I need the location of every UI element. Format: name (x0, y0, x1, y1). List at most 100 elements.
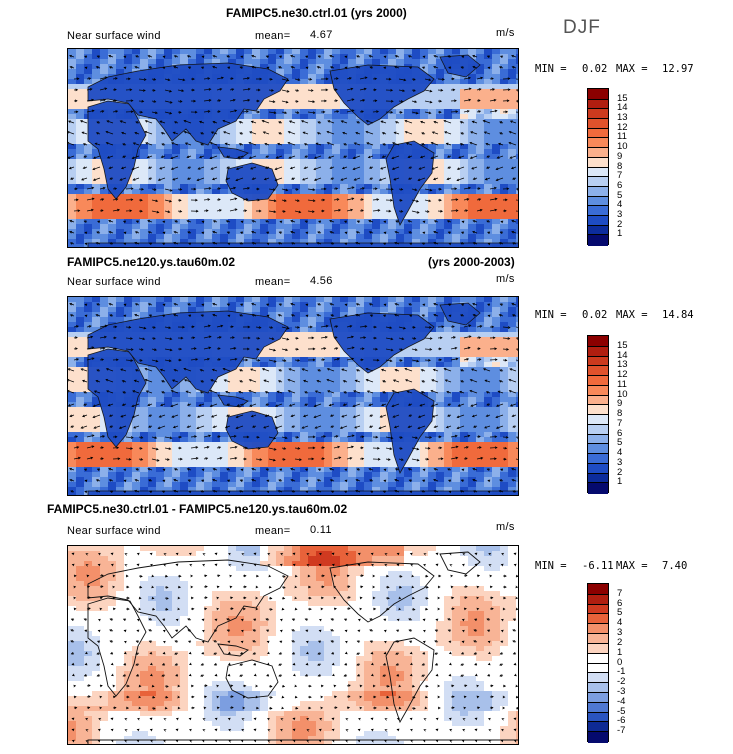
colorbar-tick-label: 13 (617, 112, 628, 124)
colorbar-swatch (588, 195, 608, 207)
min-label: MIN = (535, 309, 567, 321)
colorbar-tick-label: 15 (617, 339, 628, 351)
wind-field-svg (68, 49, 518, 247)
colorbar-tick-label: -3 (617, 685, 626, 697)
wind-diff-map (67, 545, 519, 745)
colorbar-swatch (588, 662, 608, 674)
continents (87, 551, 518, 744)
colorbar-swatch (588, 642, 608, 655)
mean-value: 0.11 (310, 524, 332, 536)
panel-title: FAMIPC5.ne30.ctrl.01 - FAMIPC5.ne120.ys.… (47, 502, 348, 516)
colorbar-swatch (588, 394, 608, 406)
colorbar-tick-label: 11 (617, 131, 627, 143)
colorbar-tick-label: 5 (617, 607, 623, 619)
colorbar-swatch (588, 404, 608, 416)
colorbar-tick-label: 1 (617, 476, 623, 488)
colorbar-tick-label: 0 (617, 656, 623, 668)
colorbar-tick-label: 1 (617, 646, 623, 658)
colorbar-tick-label: 14 (617, 349, 628, 361)
colorbar-tick-label: 3 (617, 208, 623, 220)
colorbar-tick-label: -6 (617, 715, 626, 727)
units-label: m/s (496, 27, 515, 39)
colorbar-tick-label: 6 (617, 427, 623, 439)
continents (87, 302, 518, 495)
colorbar-tick-label: 5 (617, 189, 623, 201)
colorbar-swatch (588, 482, 608, 494)
colorbar-tick-label: -1 (617, 666, 626, 678)
max-value: 12.97 (662, 63, 694, 75)
colorbar-swatch (588, 453, 608, 465)
colorbar-tick-label: 11 (617, 378, 627, 390)
colorbar-swatch (588, 462, 608, 474)
colorbar-swatch (588, 731, 608, 743)
colorbar-tick-label: 4 (617, 199, 623, 211)
colorbar-tick-label: -2 (617, 676, 626, 688)
min-value: -6.11 (582, 560, 614, 572)
colorbar-swatch (588, 355, 608, 367)
wind-vectors (70, 552, 518, 743)
wind-vectors (68, 302, 518, 494)
max-label: MAX = (616, 560, 648, 572)
colorbar-tick-label: 9 (617, 398, 623, 410)
colorbar-swatch (588, 593, 608, 606)
colorbar-swatch (588, 472, 608, 484)
colorbar-tick-label: 7 (617, 417, 623, 429)
colorbar-tick-label: -5 (617, 705, 626, 717)
colorbar-tick-label: 1 (617, 228, 623, 240)
colorbar-tick-label: 3 (617, 456, 623, 468)
colorbar-tick-label: 3 (617, 627, 623, 639)
colorbar-swatch (588, 147, 608, 159)
colorbar-swatch (588, 433, 608, 445)
max-value: 7.40 (662, 560, 688, 572)
mean-value: 4.67 (310, 29, 333, 41)
min-value: 0.02 (582, 309, 608, 321)
colorbar-swatch (588, 682, 608, 694)
colorbar-tick-label: 6 (617, 179, 623, 191)
colorbar-swatch (588, 166, 608, 178)
colorbar-tick-label: 12 (617, 121, 628, 133)
wind-diff-svg (68, 546, 518, 744)
colorbar-swatch (588, 613, 608, 625)
colorbar-tick-label: -7 (617, 725, 626, 737)
min-value: 0.02 (582, 63, 608, 75)
colorbar-tick-label: 12 (617, 369, 628, 380)
colorbar-swatch (588, 414, 608, 426)
colorbar-swatch (588, 721, 608, 733)
colorbar-swatch (588, 176, 608, 188)
colorbar-swatch (588, 384, 608, 396)
mean-value: 4.56 (310, 275, 333, 287)
colorbar-tick-label: 14 (617, 102, 628, 114)
colorbar-swatch (588, 118, 608, 130)
units-label: m/s (496, 273, 515, 285)
season-label: DJF (563, 17, 601, 38)
wind-vectors (68, 54, 518, 246)
colorbar-tick-label: 8 (617, 160, 623, 172)
mean-label: mean= (255, 525, 291, 537)
colorbar-tick-label: 6 (617, 597, 623, 609)
colorbar-swatch (588, 423, 608, 435)
colorbar (587, 88, 609, 246)
min-label: MIN = (535, 63, 567, 75)
colorbar (587, 583, 609, 743)
colorbar-tick-label: 9 (617, 150, 623, 162)
max-label: MAX = (616, 63, 648, 75)
colorbar-swatch (588, 108, 608, 120)
colorbar-tick-label: 4 (617, 617, 623, 629)
colorbar-swatch (588, 156, 608, 168)
colorbar-swatch (588, 345, 608, 357)
colorbar-tick-label: 2 (617, 466, 623, 478)
panel-title: FAMIPC5.ne120.ys.tau60m.02 (67, 255, 236, 269)
colorbar-tick-label: 5 (617, 437, 623, 449)
mean-label: mean= (255, 276, 291, 288)
max-value: 14.84 (662, 309, 694, 321)
colorbar-swatch (588, 443, 608, 455)
colorbar-swatch (588, 691, 608, 704)
colorbar-swatch (588, 205, 608, 217)
colorbar-swatch (588, 652, 608, 664)
colorbar-swatch (588, 336, 608, 347)
colorbar-tick-label: -4 (617, 695, 626, 707)
colorbar-swatch (588, 224, 608, 236)
continents (87, 54, 518, 247)
colorbar-swatch (588, 127, 608, 139)
colorbar-swatch (588, 89, 608, 100)
